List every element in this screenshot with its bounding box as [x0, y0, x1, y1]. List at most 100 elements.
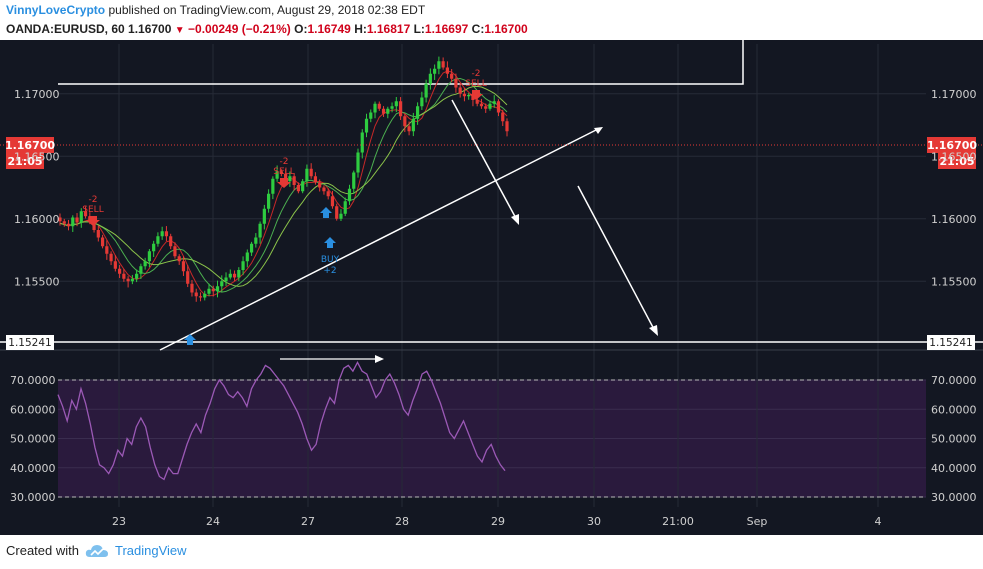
candle-body — [458, 87, 462, 94]
candle-body — [118, 268, 122, 274]
candle-body — [75, 217, 79, 223]
change-value: −0.00249 (−0.21%) — [188, 22, 291, 36]
time-tick-label: 29 — [491, 515, 505, 528]
candle-body — [398, 101, 403, 117]
candle-body — [339, 213, 343, 219]
trend-line — [159, 127, 601, 351]
time-tick-label: 28 — [395, 515, 409, 528]
candle-body — [450, 73, 454, 79]
candle-body — [122, 273, 126, 279]
candle-body — [305, 168, 309, 182]
candle-body — [411, 118, 415, 132]
sell-arrow-icon — [86, 216, 100, 226]
candle-body — [83, 211, 88, 217]
candle-body — [169, 236, 173, 247]
candle-body — [403, 116, 407, 127]
candle-body — [71, 217, 75, 227]
candle-body — [326, 191, 330, 197]
candle-body — [424, 83, 428, 98]
rsi-tick-label-left: 60.0000 — [10, 403, 56, 416]
rsi-arrow-head — [375, 355, 384, 363]
candle-body — [249, 243, 254, 253]
ohlc-line: OANDA:EURUSD, 60 1.16700 ▼ −0.00249 (−0.… — [6, 22, 528, 36]
candle-body — [496, 101, 501, 113]
candle-body — [147, 251, 151, 262]
candle-body — [105, 246, 109, 254]
moving-average-line — [59, 85, 508, 287]
candle-body — [322, 187, 326, 192]
candle-body — [471, 95, 475, 100]
price-tick-label-left: 1.15500 — [14, 275, 60, 288]
countdown-label-left: 21:05 — [7, 155, 42, 168]
tradingview-brand-link[interactable]: TradingView — [114, 543, 187, 558]
down-arrow-2-head — [649, 325, 658, 336]
down-arrow-2 — [577, 185, 657, 334]
candle-body — [58, 217, 62, 222]
candle-body — [313, 176, 318, 183]
buy-arrow-icon — [324, 237, 336, 248]
candle-body — [343, 201, 347, 214]
sell-arrow-icon — [277, 178, 291, 188]
price-tick-label-right: 1.16000 — [931, 213, 977, 226]
candle-body — [156, 236, 160, 244]
candle-body — [164, 231, 169, 237]
candle-body — [390, 106, 394, 109]
candle-body — [135, 273, 139, 279]
candle-body — [364, 118, 369, 133]
candle-body — [203, 293, 207, 298]
time-tick-label: 24 — [206, 515, 220, 528]
candle-body — [467, 95, 471, 97]
candle-body — [245, 252, 249, 262]
candle-body — [484, 106, 488, 109]
footer: Created with TradingView — [6, 543, 187, 558]
candle-body — [215, 286, 220, 292]
candle-body — [177, 256, 181, 262]
moving-average-line — [59, 77, 508, 293]
candle-body — [373, 103, 377, 113]
candle-body — [194, 292, 198, 297]
candle-body — [262, 208, 266, 224]
candle-body — [181, 261, 186, 272]
candle-body — [437, 61, 441, 69]
time-tick-label: 27 — [301, 515, 315, 528]
support-line-label-left: 1.15241 — [8, 337, 51, 349]
candle-body — [433, 68, 437, 74]
candle-body — [224, 277, 228, 282]
candle-body — [381, 108, 386, 114]
sell-signal-value: -2 — [280, 157, 289, 167]
candles — [58, 56, 509, 302]
candle-body — [232, 273, 237, 278]
candle-body — [309, 168, 313, 177]
low-value: 1.16697 — [424, 22, 469, 36]
price-tick-label-right: 1.17000 — [931, 88, 977, 101]
author-link[interactable]: VinnyLoveCrypto — [6, 3, 106, 17]
time-tick-label: 4 — [875, 515, 882, 528]
time-tick-label: 23 — [112, 515, 126, 528]
candle-body — [428, 73, 432, 84]
rsi-tick-label-right: 30.0000 — [931, 491, 977, 504]
candle-body — [237, 270, 241, 278]
close-value: 1.16700 — [484, 22, 528, 36]
open-label: O: — [294, 22, 308, 36]
candle-body — [386, 108, 390, 114]
current-price-label-left: 1.16700 — [5, 139, 55, 152]
candle-body — [186, 271, 190, 284]
candle-body — [454, 78, 458, 88]
price-tick-label-left: 1.16000 — [14, 213, 60, 226]
candle-body — [330, 196, 335, 207]
candle-body — [441, 61, 445, 68]
countdown-label-right: 21:05 — [939, 155, 974, 168]
candle-body — [505, 121, 509, 132]
buy-signal-label: BUY — [321, 255, 340, 265]
down-arrow-icon: ▼ — [174, 25, 185, 36]
candle-body — [479, 103, 484, 107]
tradingview-cloud-icon — [85, 544, 108, 557]
candle-body — [92, 221, 96, 230]
grid-lines — [0, 44, 983, 535]
candle-body — [492, 101, 496, 104]
rsi-tick-label-left: 70.0000 — [10, 374, 56, 387]
price-tick-label-right: 1.16500 — [931, 150, 977, 163]
sell-signal-label: SELL — [82, 205, 103, 215]
time-tick-label: 30 — [587, 515, 601, 528]
